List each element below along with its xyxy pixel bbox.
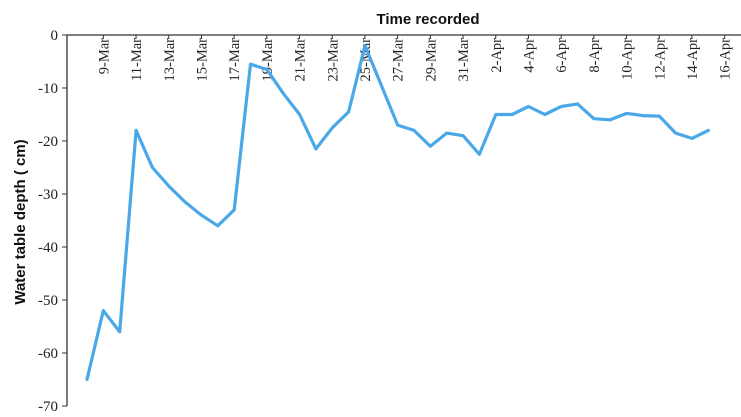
y-tick-label: -30	[38, 187, 58, 203]
data-point	[559, 105, 563, 108]
data-point	[167, 184, 170, 188]
data-point	[216, 224, 219, 227]
data-point	[412, 129, 416, 132]
x-tick-label: 23-Mar	[325, 38, 341, 82]
data-point	[494, 113, 497, 116]
data-point	[625, 112, 628, 115]
data-point	[347, 110, 350, 114]
data-point	[609, 118, 612, 122]
data-point	[380, 84, 383, 87]
x-tick-label: 19-Mar	[260, 38, 276, 82]
data-point	[118, 330, 121, 333]
data-point	[265, 68, 269, 71]
data-point	[510, 113, 514, 116]
data-point	[543, 113, 546, 116]
y-tick-label: -10	[38, 81, 58, 97]
x-tick-label: 17-Mar	[227, 38, 243, 82]
data-point	[314, 147, 318, 151]
data-point	[707, 129, 710, 132]
data-point	[429, 145, 432, 148]
data-point	[576, 102, 579, 106]
data-point	[527, 105, 530, 108]
y-tick-label: -20	[38, 134, 58, 150]
y-tick-label: -40	[38, 240, 58, 256]
data-point	[658, 114, 661, 118]
data-point	[690, 137, 694, 140]
y-tick-label: 0	[51, 28, 59, 44]
x-tick-label: 2-Apr	[489, 38, 505, 73]
data-point	[298, 113, 301, 116]
data-point	[478, 153, 481, 156]
data-point	[85, 378, 89, 381]
x-tick-label: 25-Mar	[358, 38, 374, 82]
x-tick-label: 14-Apr	[685, 38, 701, 80]
data-point	[641, 114, 645, 117]
data-point	[331, 126, 334, 129]
data-point	[183, 200, 187, 204]
x-tick-label: 11-Mar	[129, 38, 145, 81]
x-axis-title: Time recorded	[376, 11, 479, 28]
data-point	[674, 131, 677, 135]
x-tick-label: 13-Mar	[162, 38, 178, 82]
series-line	[85, 43, 710, 382]
series-group	[85, 43, 710, 382]
x-tick-label: 6-Apr	[554, 38, 570, 73]
x-tick-label: 4-Apr	[521, 38, 537, 73]
data-point	[232, 208, 236, 212]
data-point	[396, 123, 399, 127]
x-tick-label: 21-Mar	[293, 38, 309, 82]
x-tick-label: 8-Apr	[587, 38, 603, 73]
y-tick-label: -70	[38, 399, 58, 415]
data-point	[363, 44, 367, 47]
data-point	[102, 309, 105, 312]
data-point	[249, 62, 252, 66]
x-tick-label: 16-Apr	[718, 38, 734, 80]
y-tick-label: -60	[38, 346, 58, 362]
y-tick-label: -50	[38, 293, 58, 309]
x-tick-label: 29-Mar	[423, 38, 439, 82]
y-axis-title: Water table depth ( cm)	[12, 139, 29, 304]
x-tick-label: 27-Mar	[391, 38, 407, 82]
x-tick-label: 9-Mar	[96, 38, 112, 74]
data-point	[461, 134, 465, 137]
data-point	[592, 117, 596, 120]
data-point	[282, 92, 285, 95]
data-point	[151, 166, 154, 169]
x-tick-label: 31-Mar	[456, 38, 472, 82]
x-tick-label: 10-Apr	[620, 38, 636, 80]
data-point	[445, 131, 448, 135]
data-point	[200, 214, 203, 217]
x-tick-label: 15-Mar	[194, 38, 210, 82]
x-tick-label: 12-Apr	[652, 38, 668, 80]
data-point	[134, 129, 138, 132]
axes: 0 -10 -20 -30 -40 -50 -60 -70 9-Mar 11-Mar 13-Mar 1…	[38, 28, 741, 415]
